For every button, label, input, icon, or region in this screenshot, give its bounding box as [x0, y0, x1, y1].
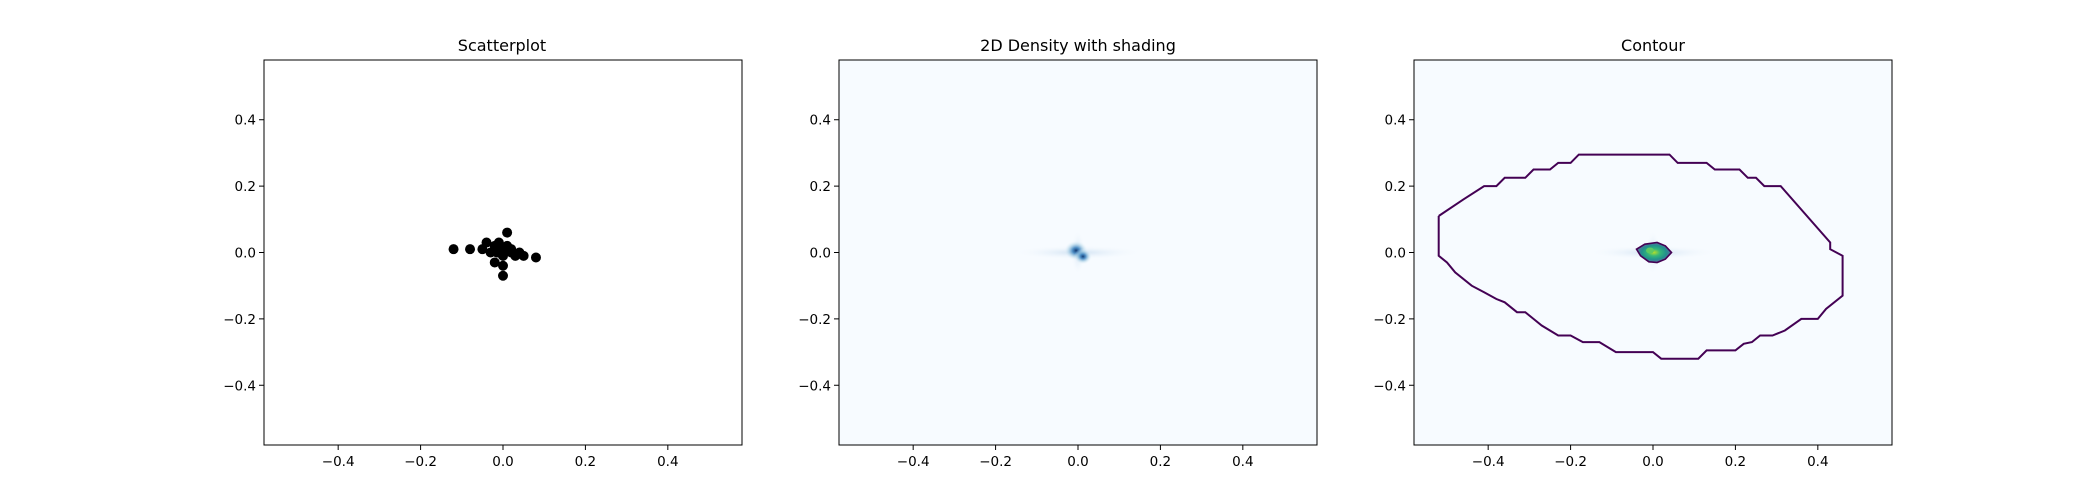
x-tick-label: 0.0: [1642, 454, 1663, 470]
panel-density: 2D Density with shading −0.4 −0.2 0.0 0.2 0.…: [798, 36, 1318, 470]
x-tick-label: 0.0: [1067, 454, 1088, 470]
y-tick-label: 0.4: [235, 113, 256, 129]
density-shading: [1013, 230, 1143, 275]
y-tick-label: −0.2: [798, 312, 831, 328]
x-tick-label: 0.2: [1150, 454, 1171, 470]
density-peak: [1074, 248, 1092, 265]
y-tick-label: 0.0: [1385, 246, 1406, 262]
y-ticks: −0.4 −0.2 0.0 0.2 0.4: [1373, 113, 1414, 394]
panel-title: Contour: [1621, 36, 1685, 55]
y-tick-label: −0.4: [223, 378, 256, 394]
y-tick-label: −0.4: [1373, 378, 1406, 394]
x-ticks: −0.4 −0.2 0.0 0.2 0.4: [897, 445, 1254, 470]
y-tick-label: 0.2: [1385, 179, 1406, 195]
y-tick-label: 0.4: [810, 113, 831, 129]
x-ticks: −0.4 −0.2 0.0 0.2 0.4: [1472, 445, 1829, 470]
x-tick-label: 0.2: [575, 454, 596, 470]
panel-title: 2D Density with shading: [980, 36, 1176, 55]
x-tick-label: −0.4: [897, 454, 930, 470]
y-ticks: −0.4 −0.2 0.0 0.2 0.4: [798, 113, 839, 394]
y-tick-label: 0.4: [1385, 113, 1406, 129]
y-tick-label: 0.2: [810, 179, 831, 195]
y-tick-label: 0.0: [235, 246, 256, 262]
scatter-point: [489, 257, 500, 268]
scatter-point: [498, 260, 508, 271]
x-tick-label: −0.2: [979, 454, 1012, 470]
scatter-point: [530, 252, 541, 263]
scatter-point: [518, 250, 529, 261]
x-tick-label: −0.4: [322, 454, 355, 470]
x-tick-label: 0.4: [1232, 454, 1253, 470]
contour-level-core: [1646, 247, 1654, 254]
y-tick-label: −0.2: [223, 312, 256, 328]
y-tick-label: −0.4: [798, 378, 831, 394]
scatter-point: [502, 227, 513, 238]
contour-lines: [1437, 153, 1844, 360]
scatter-point: [465, 244, 476, 255]
panel-contour: Contour −0.4 −0.2 0.0 0.2 0.4 −0.4 −0.2 0.0 0.2…: [1373, 36, 1893, 470]
x-tick-label: 0.2: [1725, 454, 1746, 470]
scatter-point: [491, 247, 502, 258]
x-tick-label: 0.0: [492, 454, 513, 470]
y-ticks: −0.4 −0.2 0.0 0.2 0.4: [223, 113, 264, 394]
contour-level-outer: [1437, 153, 1844, 360]
y-tick-label: −0.2: [1373, 312, 1406, 328]
scatter-point: [498, 270, 508, 281]
y-tick-label: 0.2: [235, 179, 256, 195]
x-tick-label: 0.4: [657, 454, 678, 470]
panel-scatterplot: Scatterplot −0.4 −0.2 0.0 0.2 0.4 −0.4 −0.2 0.…: [223, 36, 743, 470]
x-tick-label: 0.4: [1807, 454, 1828, 470]
scatter-points: [448, 227, 541, 281]
scatter-point: [481, 237, 492, 248]
x-tick-label: −0.4: [1472, 454, 1505, 470]
contour-level-inner: [1635, 241, 1673, 264]
scatter-point: [448, 244, 459, 255]
y-tick-label: 0.0: [810, 246, 831, 262]
x-tick-label: −0.2: [404, 454, 437, 470]
x-tick-label: −0.2: [1554, 454, 1587, 470]
panel-title: Scatterplot: [458, 36, 546, 55]
x-ticks: −0.4 −0.2 0.0 0.2 0.4: [322, 445, 679, 470]
